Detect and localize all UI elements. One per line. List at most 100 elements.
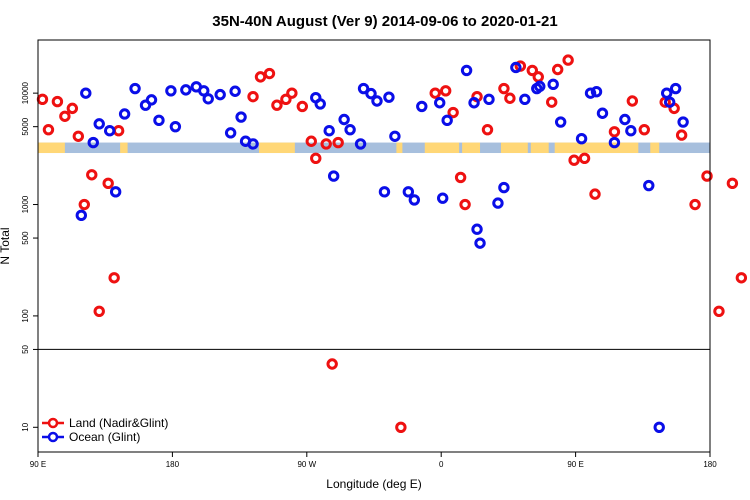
land-point xyxy=(296,100,309,113)
data-points xyxy=(36,54,748,433)
map-band-land xyxy=(530,142,549,154)
ocean-point xyxy=(660,87,673,99)
ocean-point xyxy=(575,132,588,145)
ocean-point xyxy=(408,194,421,206)
ocean-point xyxy=(669,82,682,95)
y-tick-label: 500 xyxy=(21,231,30,245)
ocean-point xyxy=(235,111,247,123)
land-point xyxy=(498,82,510,95)
land-point xyxy=(713,305,725,317)
land-point xyxy=(395,421,407,433)
map-band-land xyxy=(396,142,403,154)
ocean-point xyxy=(169,120,182,133)
legend: Land (Nadir&Glint)Ocean (Glint) xyxy=(42,416,168,444)
land-point xyxy=(568,154,580,166)
ocean-point xyxy=(596,107,609,119)
map-band-land xyxy=(462,142,481,154)
ocean-point xyxy=(436,192,449,204)
land-point xyxy=(254,71,267,83)
land-point xyxy=(108,272,120,284)
land-point xyxy=(578,152,591,165)
y-tick-label: 50 xyxy=(21,344,30,353)
ocean-point xyxy=(153,114,165,127)
y-tick-label: 10000 xyxy=(21,81,30,104)
land-point xyxy=(562,54,574,66)
land-point xyxy=(735,272,748,284)
ocean-point xyxy=(416,100,428,113)
map-band-land xyxy=(259,142,295,154)
land-series xyxy=(36,54,748,433)
plot-frame xyxy=(37,39,711,453)
land-point xyxy=(532,71,544,83)
legend-item-land: Land (Nadir&Glint) xyxy=(42,416,168,430)
map-band-land xyxy=(424,142,460,154)
ocean-point xyxy=(498,181,510,194)
ocean-point xyxy=(344,123,356,136)
land-point xyxy=(305,135,317,147)
land-point xyxy=(608,126,621,138)
land-point xyxy=(526,64,538,77)
ocean-point xyxy=(323,125,335,137)
ocean-point xyxy=(510,61,522,74)
land-point xyxy=(310,152,322,165)
land-point xyxy=(447,106,459,119)
ocean-point xyxy=(441,114,453,127)
map-band-ocean xyxy=(38,142,710,154)
x-tick-label: 90 E xyxy=(30,460,46,469)
ocean-point xyxy=(129,82,141,95)
ocean-point xyxy=(357,82,370,95)
ocean-point xyxy=(483,93,495,106)
ocean-point xyxy=(93,118,105,130)
land-point xyxy=(78,198,90,211)
y-axis: 10 50 100 500 1000 5000 10000 xyxy=(21,81,38,432)
ocean-point xyxy=(202,93,214,105)
ocean-point xyxy=(109,186,122,198)
chart-title: 35N-40N August (Ver 9) 2014-09-06 to 202… xyxy=(212,13,557,30)
x-tick-label: 90 E xyxy=(567,460,583,469)
y-tick-label: 100 xyxy=(21,309,30,323)
x-axis: 90 E 180 90 W 0 90 E 180 xyxy=(30,452,717,469)
ocean-point xyxy=(492,197,504,209)
ocean-point xyxy=(460,64,473,77)
y-tick-label: 5000 xyxy=(21,117,30,135)
legend-label: Ocean (Glint) xyxy=(69,430,140,444)
land-point xyxy=(326,358,338,370)
x-tick-label: 180 xyxy=(703,460,717,469)
ocean-point xyxy=(165,85,177,97)
land-point xyxy=(726,177,739,190)
land-point xyxy=(36,93,49,106)
map-band-land xyxy=(554,142,639,154)
map-band xyxy=(38,142,710,154)
land-point xyxy=(689,198,701,211)
y-axis-label: N Total xyxy=(0,227,12,264)
legend-item-ocean: Ocean (Glint) xyxy=(42,430,140,444)
ocean-point xyxy=(327,170,340,182)
legend-marker xyxy=(47,417,59,429)
land-point xyxy=(546,96,558,108)
map-band-land xyxy=(650,142,660,154)
ocean-point xyxy=(80,87,92,99)
land-point xyxy=(504,92,516,104)
land-point xyxy=(286,87,298,99)
ocean-point xyxy=(534,80,546,93)
ocean-point xyxy=(224,127,237,139)
ocean-point xyxy=(590,86,603,98)
map-band-land xyxy=(38,142,65,154)
ocean-point xyxy=(338,113,350,126)
land-point xyxy=(280,93,292,106)
land-point xyxy=(271,99,283,111)
ocean-point xyxy=(180,84,192,96)
land-point xyxy=(102,177,114,190)
ocean-point xyxy=(87,136,99,149)
land-point xyxy=(93,305,105,317)
ocean-point xyxy=(103,125,116,137)
ocean-point xyxy=(608,136,621,149)
ocean-point xyxy=(643,179,655,192)
x-axis-label: Longitude (deg E) xyxy=(326,477,421,491)
ocean-point xyxy=(214,88,226,101)
land-point xyxy=(454,171,467,184)
land-point xyxy=(247,90,259,103)
land-point xyxy=(112,125,125,137)
x-tick-label: 90 W xyxy=(297,460,316,469)
